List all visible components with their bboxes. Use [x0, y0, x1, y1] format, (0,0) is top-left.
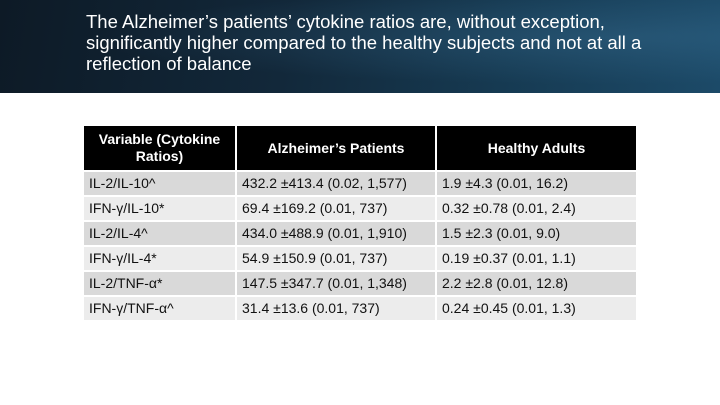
alzheimers-value-cell: 147.5 ±347.7 (0.01, 1,348) — [236, 270, 437, 296]
variable-cell: IFN-γ/TNF-α^ — [84, 295, 237, 320]
healthy-value-cell: 0.32 ±0.78 (0.01, 2.4) — [436, 195, 636, 221]
column-header-variable: Variable (Cytokine Ratios) — [84, 126, 237, 171]
variable-cell: IL-2/IL-10^ — [84, 170, 237, 196]
table-row: IL-2/IL-10^ 432.2 ±413.4 (0.02, 1,577) 1… — [84, 170, 636, 196]
column-header-alzheimers-patients: Alzheimer’s Patients — [236, 126, 437, 171]
alzheimers-value-cell: 432.2 ±413.4 (0.02, 1,577) — [236, 170, 437, 196]
title-banner: The Alzheimer’s patients’ cytokine ratio… — [0, 0, 720, 93]
healthy-value-cell: 1.9 ±4.3 (0.01, 16.2) — [436, 170, 636, 196]
healthy-value-cell: 0.24 ±0.45 (0.01, 1.3) — [436, 295, 636, 320]
alzheimers-value-cell: 69.4 ±169.2 (0.01, 737) — [236, 195, 437, 221]
cytokine-ratio-table: Variable (Cytokine Ratios) Alzheimer’s P… — [84, 126, 636, 320]
healthy-value-cell: 0.19 ±0.37 (0.01, 1.1) — [436, 245, 636, 271]
healthy-value-cell: 1.5 ±2.3 (0.01, 9.0) — [436, 220, 636, 246]
slide-title: The Alzheimer’s patients’ cytokine ratio… — [86, 11, 642, 74]
table-header-row: Variable (Cytokine Ratios) Alzheimer’s P… — [84, 126, 636, 171]
healthy-value-cell: 2.2 ±2.8 (0.01, 12.8) — [436, 270, 636, 296]
table-row: IFN-γ/IL-4* 54.9 ±150.9 (0.01, 737) 0.19… — [84, 245, 636, 271]
alzheimers-value-cell: 54.9 ±150.9 (0.01, 737) — [236, 245, 437, 271]
table-row: IL-2/IL-4^ 434.0 ±488.9 (0.01, 1,910) 1.… — [84, 220, 636, 246]
variable-cell: IL-2/IL-4^ — [84, 220, 237, 246]
table-row: IL-2/TNF-α* 147.5 ±347.7 (0.01, 1,348) 2… — [84, 270, 636, 296]
table-row: IFN-γ/TNF-α^ 31.4 ±13.6 (0.01, 737) 0.24… — [84, 295, 636, 320]
variable-cell: IFN-γ/IL-4* — [84, 245, 237, 271]
alzheimers-value-cell: 31.4 ±13.6 (0.01, 737) — [236, 295, 437, 320]
table-row: IFN-γ/IL-10* 69.4 ±169.2 (0.01, 737) 0.3… — [84, 195, 636, 221]
column-header-healthy-adults: Healthy Adults — [436, 126, 636, 171]
variable-cell: IFN-γ/IL-10* — [84, 195, 237, 221]
variable-cell: IL-2/TNF-α* — [84, 270, 237, 296]
alzheimers-value-cell: 434.0 ±488.9 (0.01, 1,910) — [236, 220, 437, 246]
